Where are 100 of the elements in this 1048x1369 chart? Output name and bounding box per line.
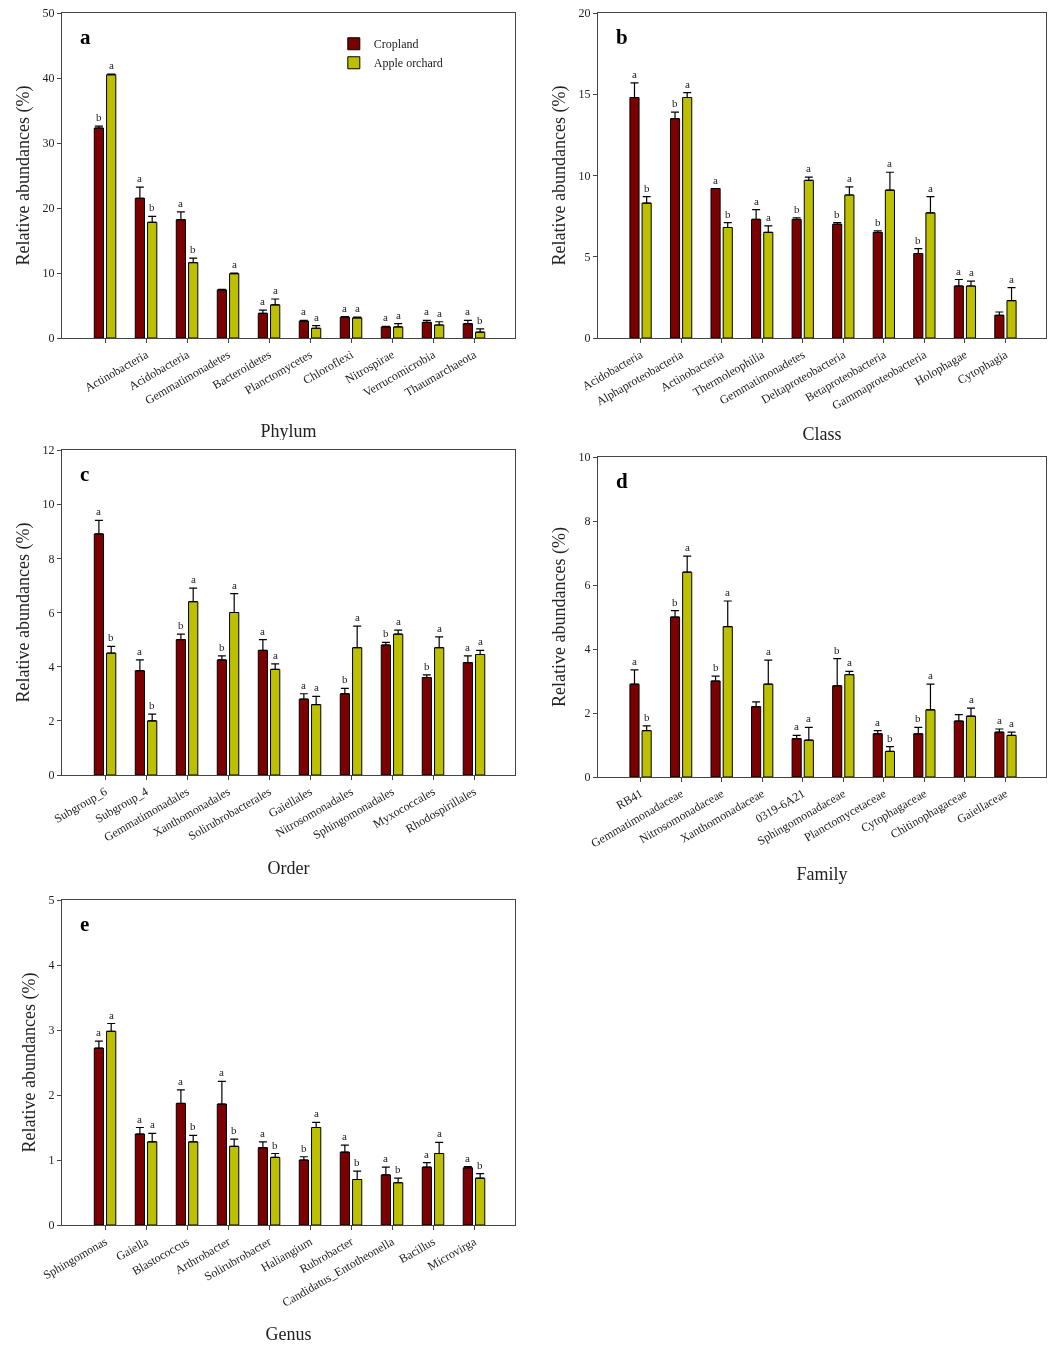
bar — [393, 1182, 404, 1225]
data-label: b — [672, 97, 678, 109]
bar — [475, 1177, 486, 1225]
data-label: b — [342, 673, 348, 685]
data-label: a — [150, 1118, 155, 1130]
bar — [434, 324, 445, 338]
bar — [339, 316, 350, 338]
legend-label: Apple orchard — [373, 56, 443, 71]
x-axis-title: Genus — [265, 1323, 312, 1344]
data-label: b — [887, 732, 893, 744]
data-label: a — [424, 1148, 429, 1160]
data-label: a — [632, 655, 637, 667]
data-label: a — [437, 1127, 442, 1139]
data-label: b — [644, 711, 650, 723]
y-tick-label: 0 — [48, 768, 55, 783]
data-label: b — [477, 314, 483, 326]
bar — [93, 127, 105, 338]
data-label: b — [477, 1159, 483, 1171]
y-tick-label: 0 — [48, 331, 55, 346]
data-label: a — [178, 197, 183, 209]
bar — [710, 188, 721, 338]
data-label: b — [301, 1142, 307, 1154]
data-label: b — [149, 201, 155, 213]
data-label: a — [806, 162, 811, 174]
data-label: a — [806, 712, 811, 724]
data-label: b — [644, 182, 650, 194]
data-label: a — [137, 172, 142, 184]
data-label: a — [997, 714, 1002, 726]
data-label: a — [137, 1113, 142, 1125]
y-tick-label: 20 — [578, 6, 591, 21]
bar — [710, 680, 721, 777]
y-tick-label: 0 — [584, 331, 591, 346]
data-label: a — [383, 1152, 388, 1164]
bar — [421, 321, 432, 338]
y-tick-label: 10 — [578, 450, 591, 465]
data-label: a — [766, 645, 771, 657]
y-axis-title: Relative abundances (%) — [12, 85, 34, 266]
y-tick-label: 1 — [48, 1153, 55, 1168]
data-label: a — [928, 669, 933, 681]
data-label: a — [794, 720, 799, 732]
y-tick-label: 12 — [42, 443, 55, 458]
data-label: a — [219, 1066, 224, 1078]
data-label: a — [314, 1107, 319, 1119]
data-label: a — [232, 579, 237, 591]
bar — [352, 317, 363, 338]
data-label: b — [915, 712, 921, 724]
data-label: b — [834, 644, 840, 656]
data-label: a — [355, 302, 360, 314]
text: d — [615, 468, 628, 493]
data-label: b — [834, 208, 840, 220]
y-tick-label: 6 — [584, 578, 591, 593]
y-tick-label: 2 — [48, 1088, 55, 1103]
y-tick-label: 4 — [584, 642, 591, 657]
data-label: b — [395, 1163, 401, 1175]
data-label: a — [685, 78, 690, 90]
data-label: a — [260, 1127, 265, 1139]
data-label: a — [956, 265, 961, 277]
data-label: b — [219, 641, 225, 653]
y-tick-label: 6 — [48, 605, 55, 620]
bar — [216, 659, 227, 775]
data-label: a — [260, 295, 265, 307]
data-label: a — [969, 693, 974, 705]
y-tick-label: 2 — [48, 714, 55, 729]
data-label: a — [713, 174, 718, 186]
data-label: a — [754, 195, 759, 207]
data-label: a — [396, 615, 401, 627]
data-label: b — [149, 699, 155, 711]
data-label: a — [314, 311, 319, 323]
y-tick-label: 3 — [48, 1023, 55, 1038]
data-label: b — [383, 627, 389, 639]
data-label: a — [632, 68, 637, 80]
data-label: a — [766, 211, 771, 223]
bar — [872, 231, 883, 338]
data-label: a — [273, 649, 278, 661]
data-label: a — [301, 679, 306, 691]
bar — [462, 323, 473, 338]
data-label: a — [396, 309, 401, 321]
y-axis-title: Relative abundances (%) — [548, 85, 570, 266]
y-tick-label: 30 — [42, 136, 55, 151]
bar — [421, 1166, 432, 1225]
data-label: a — [260, 625, 265, 637]
text: b — [615, 24, 628, 49]
bar — [844, 674, 855, 777]
text: a — [80, 24, 92, 49]
data-label: a — [465, 305, 470, 317]
text: e — [80, 911, 90, 936]
y-tick-label: 10 — [42, 497, 55, 512]
y-tick-label: 50 — [42, 6, 55, 21]
data-label: b — [725, 208, 731, 220]
text: c — [80, 461, 90, 486]
data-label: a — [178, 1075, 183, 1087]
y-tick-label: 5 — [584, 249, 591, 264]
bar — [832, 223, 843, 338]
data-label: a — [137, 645, 142, 657]
y-tick-label: 10 — [578, 168, 591, 183]
data-label: a — [847, 656, 852, 668]
bar — [380, 644, 391, 775]
data-label: a — [1009, 273, 1014, 285]
data-label: a — [232, 258, 237, 270]
data-label: a — [847, 172, 852, 184]
